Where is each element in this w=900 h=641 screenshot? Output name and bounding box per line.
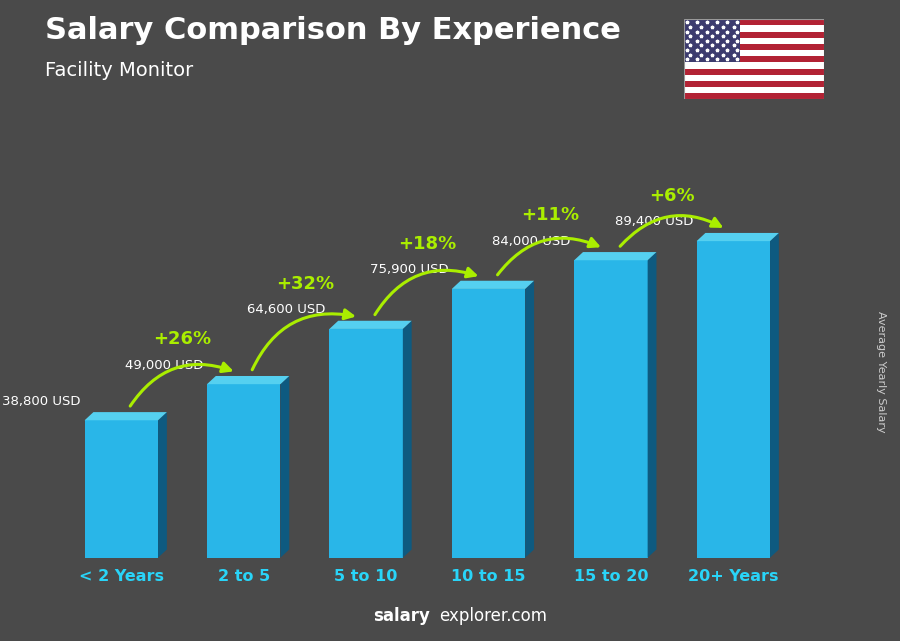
Polygon shape bbox=[526, 281, 534, 558]
Polygon shape bbox=[697, 233, 778, 241]
Text: 64,600 USD: 64,600 USD bbox=[248, 303, 326, 316]
Text: 38,800 USD: 38,800 USD bbox=[3, 395, 81, 408]
Bar bbox=[684, 26, 824, 31]
Polygon shape bbox=[85, 412, 166, 420]
Bar bbox=[684, 38, 824, 44]
Bar bbox=[684, 44, 824, 50]
Bar bbox=[684, 75, 824, 81]
Text: 84,000 USD: 84,000 USD bbox=[492, 235, 571, 247]
Text: 75,900 USD: 75,900 USD bbox=[370, 263, 448, 276]
Bar bbox=[452, 289, 526, 558]
Polygon shape bbox=[770, 233, 778, 558]
Bar bbox=[574, 260, 648, 558]
Bar bbox=[684, 50, 824, 56]
Bar bbox=[684, 31, 824, 38]
Bar bbox=[329, 329, 403, 558]
Polygon shape bbox=[158, 412, 166, 558]
Bar bbox=[684, 19, 740, 62]
Text: explorer.com: explorer.com bbox=[439, 607, 547, 625]
Bar bbox=[684, 62, 824, 69]
Bar bbox=[684, 56, 824, 62]
Polygon shape bbox=[574, 252, 656, 260]
Bar bbox=[684, 93, 824, 99]
Polygon shape bbox=[452, 281, 534, 289]
Polygon shape bbox=[207, 376, 289, 384]
Bar bbox=[684, 69, 824, 75]
Polygon shape bbox=[403, 320, 411, 558]
Bar bbox=[684, 19, 824, 26]
Polygon shape bbox=[281, 376, 289, 558]
Text: Facility Monitor: Facility Monitor bbox=[45, 61, 193, 80]
Text: +18%: +18% bbox=[398, 235, 456, 253]
Bar bbox=[684, 87, 824, 93]
Bar bbox=[85, 420, 158, 558]
Text: salary: salary bbox=[374, 607, 430, 625]
Polygon shape bbox=[648, 252, 656, 558]
Text: 49,000 USD: 49,000 USD bbox=[125, 358, 203, 372]
Text: +26%: +26% bbox=[154, 330, 211, 348]
Text: Salary Comparison By Experience: Salary Comparison By Experience bbox=[45, 16, 621, 45]
Text: 89,400 USD: 89,400 USD bbox=[615, 215, 693, 228]
Text: +32%: +32% bbox=[276, 275, 334, 293]
Text: +11%: +11% bbox=[521, 206, 579, 224]
Bar bbox=[207, 384, 281, 558]
Text: Average Yearly Salary: Average Yearly Salary bbox=[877, 311, 886, 433]
Bar bbox=[684, 81, 824, 87]
Text: +6%: +6% bbox=[649, 187, 695, 205]
Bar bbox=[697, 241, 770, 558]
Polygon shape bbox=[329, 320, 411, 329]
